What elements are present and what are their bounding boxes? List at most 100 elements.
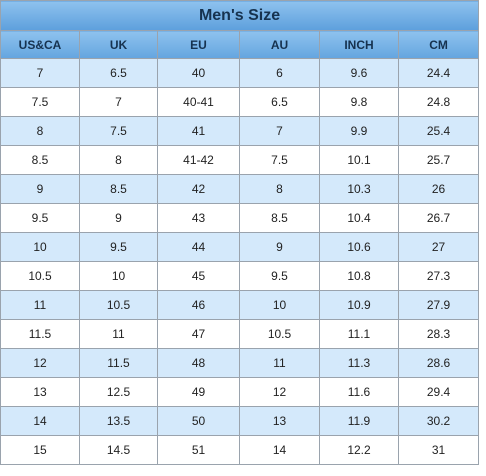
table-row: 9 8.5 42 8 10.3 26	[0, 174, 480, 204]
table-cell-eu: 47	[157, 319, 240, 349]
table-cell-inch: 10.6	[319, 232, 399, 262]
table-cell-au: 10.5	[239, 319, 320, 349]
table-cell-au: 6.5	[239, 87, 320, 117]
table-cell-inch: 11.3	[319, 348, 399, 378]
column-header-eu: EU	[157, 30, 240, 59]
table-cell-eu: 41-42	[157, 145, 240, 175]
table-cell-us-ca: 7.5	[0, 87, 80, 117]
table-cell-eu: 40-41	[157, 87, 240, 117]
table-cell-cm: 28.6	[397, 348, 480, 378]
table-cell-us-ca: 8	[0, 116, 80, 146]
size-chart-table: Men's Size US&CA UK EU AU INCH CM 7 6.5 40…	[0, 0, 480, 465]
table-cell-au: 14	[239, 435, 320, 465]
table-cell-uk: 14.5	[79, 435, 158, 465]
table-cell-cm: 26	[397, 174, 480, 204]
table-cell-eu: 40	[157, 58, 240, 88]
table-cell-inch: 9.6	[319, 58, 399, 88]
table-cell-uk: 9	[79, 203, 158, 233]
table-cell-au: 7	[239, 116, 320, 146]
table-cell-au: 6	[239, 58, 320, 88]
column-header-us-ca: US&CA	[0, 30, 80, 59]
table-cell-eu: 45	[157, 261, 240, 291]
table-cell-au: 8.5	[239, 203, 320, 233]
table-cell-au: 13	[239, 406, 320, 436]
table-cell-uk: 12.5	[79, 377, 158, 407]
table-cell-cm: 24.8	[397, 87, 480, 117]
table-cell-us-ca: 8.5	[0, 145, 80, 175]
table-cell-cm: 28.3	[397, 319, 480, 349]
table-row: 10.5 10 45 9.5 10.8 27.3	[0, 261, 480, 291]
table-cell-inch: 9.8	[319, 87, 399, 117]
table-cell-uk: 7.5	[79, 116, 158, 146]
table-cell-uk: 7	[79, 87, 158, 117]
table-row: 14 13.5 50 13 11.9 30.2	[0, 406, 480, 436]
table-cell-cm: 27.9	[397, 290, 480, 320]
table-cell-cm: 24.4	[397, 58, 480, 88]
table-cell-inch: 10.3	[319, 174, 399, 204]
table-cell-uk: 9.5	[79, 232, 158, 262]
table-cell-us-ca: 12	[0, 348, 80, 378]
table-cell-au: 8	[239, 174, 320, 204]
table-cell-eu: 49	[157, 377, 240, 407]
table-cell-uk: 10.5	[79, 290, 158, 320]
table-cell-us-ca: 11	[0, 290, 80, 320]
table-cell-inch: 10.4	[319, 203, 399, 233]
table-cell-cm: 26.7	[397, 203, 480, 233]
table-cell-inch: 12.2	[319, 435, 399, 465]
table-cell-us-ca: 10	[0, 232, 80, 262]
table-cell-inch: 11.1	[319, 319, 399, 349]
table-cell-us-ca: 15	[0, 435, 80, 465]
table-row: 11.5 11 47 10.5 11.1 28.3	[0, 319, 480, 349]
table-cell-us-ca: 13	[0, 377, 80, 407]
table-cell-au: 12	[239, 377, 320, 407]
table-cell-inch: 11.6	[319, 377, 399, 407]
table-cell-au: 7.5	[239, 145, 320, 175]
table-row: 7 6.5 40 6 9.6 24.4	[0, 58, 480, 88]
table-row: 8 7.5 41 7 9.9 25.4	[0, 116, 480, 146]
table-cell-inch: 10.9	[319, 290, 399, 320]
column-header-au: AU	[239, 30, 320, 59]
table-cell-cm: 25.4	[397, 116, 480, 146]
column-header-uk: UK	[79, 30, 158, 59]
table-cell-us-ca: 9.5	[0, 203, 80, 233]
table-cell-uk: 13.5	[79, 406, 158, 436]
table-cell-eu: 46	[157, 290, 240, 320]
table-cell-cm: 31	[397, 435, 480, 465]
table-cell-cm: 30.2	[397, 406, 480, 436]
table-cell-eu: 50	[157, 406, 240, 436]
table-cell-au: 10	[239, 290, 320, 320]
table-cell-au: 11	[239, 348, 320, 378]
table-cell-us-ca: 14	[0, 406, 80, 436]
table-title: Men's Size	[0, 0, 480, 31]
table-cell-eu: 43	[157, 203, 240, 233]
table-cell-inch: 11.9	[319, 406, 399, 436]
table-cell-cm: 29.4	[397, 377, 480, 407]
table-cell-uk: 8	[79, 145, 158, 175]
table-body: 7 6.5 40 6 9.6 24.4 7.5 7 40-41 6.5 9.8 24.8 8 7.5 41 7…	[0, 58, 480, 465]
table-cell-uk: 8.5	[79, 174, 158, 204]
table-cell-us-ca: 10.5	[0, 261, 80, 291]
table-cell-us-ca: 9	[0, 174, 80, 204]
title-row: Men's Size	[0, 0, 480, 31]
table-cell-au: 9.5	[239, 261, 320, 291]
table-row: 10 9.5 44 9 10.6 27	[0, 232, 480, 262]
table-row: 15 14.5 51 14 12.2 31	[0, 435, 480, 465]
table-cell-inch: 10.8	[319, 261, 399, 291]
column-header-inch: INCH	[319, 30, 399, 59]
table-cell-cm: 27	[397, 232, 480, 262]
table-cell-eu: 51	[157, 435, 240, 465]
table-cell-inch: 10.1	[319, 145, 399, 175]
table-cell-eu: 41	[157, 116, 240, 146]
table-row: 12 11.5 48 11 11.3 28.6	[0, 348, 480, 378]
table-row: 9.5 9 43 8.5 10.4 26.7	[0, 203, 480, 233]
table-row: 7.5 7 40-41 6.5 9.8 24.8	[0, 87, 480, 117]
table-cell-uk: 11.5	[79, 348, 158, 378]
table-cell-uk: 11	[79, 319, 158, 349]
table-row: 11 10.5 46 10 10.9 27.9	[0, 290, 480, 320]
table-cell-us-ca: 7	[0, 58, 80, 88]
table-cell-eu: 48	[157, 348, 240, 378]
table-cell-uk: 10	[79, 261, 158, 291]
table-cell-cm: 25.7	[397, 145, 480, 175]
table-row: 8.5 8 41-42 7.5 10.1 25.7	[0, 145, 480, 175]
table-cell-eu: 42	[157, 174, 240, 204]
